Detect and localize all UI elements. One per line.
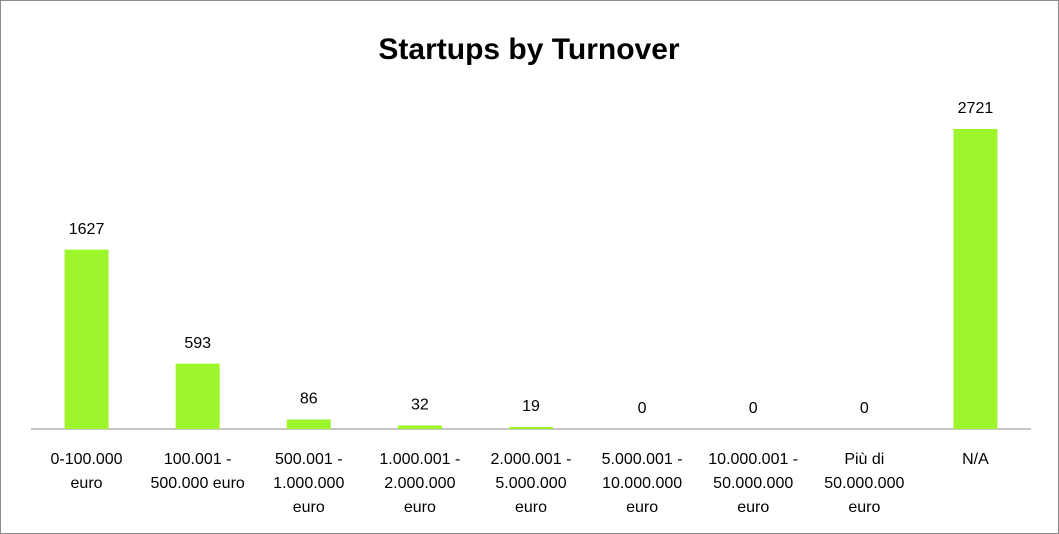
- value-label: 1627: [69, 221, 105, 238]
- bar: [953, 129, 998, 429]
- value-label: 32: [411, 397, 429, 414]
- x-tick-label: 10.000.001 - 50.000.000 euro: [708, 451, 799, 516]
- x-tick-label: 1.000.001 - 2.000.000 euro: [379, 451, 461, 516]
- x-tick-label: N/A: [962, 451, 989, 468]
- chart-title: Startups by Turnover: [378, 33, 679, 66]
- x-tick-label: 2.000.001 - 5.000.000 euro: [490, 451, 572, 516]
- x-tick-label: 500.001 - 1.000.000 euro: [273, 451, 345, 516]
- value-label: 19: [522, 398, 540, 415]
- value-label: 0: [749, 400, 758, 417]
- value-label: 2721: [958, 100, 994, 117]
- value-label: 0: [638, 400, 647, 417]
- bar: [175, 363, 220, 429]
- value-label: 86: [300, 391, 318, 408]
- x-tick-label: 0-100.000 euro: [50, 451, 123, 492]
- bar: [397, 425, 442, 429]
- bar: [64, 249, 109, 429]
- x-tick-label: Più di 50.000.000 euro: [824, 451, 905, 516]
- x-tick-label: 5.000.001 - 10.000.000 euro: [601, 451, 683, 516]
- bar: [509, 426, 553, 429]
- x-tick-label: 100.001 - 500.000 euro: [150, 451, 245, 492]
- value-label: 0: [860, 400, 869, 417]
- bar: [286, 419, 331, 429]
- value-label: 593: [184, 335, 211, 352]
